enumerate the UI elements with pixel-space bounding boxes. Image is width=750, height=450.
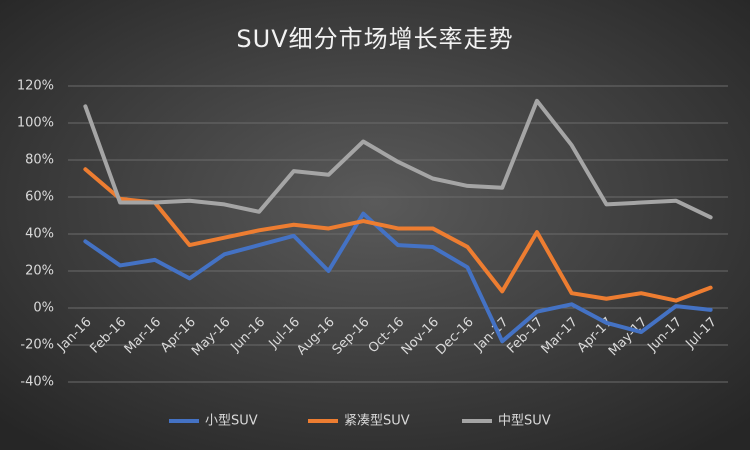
y-tick-label: 100% (17, 116, 54, 131)
chart-title: SUV细分市场增长率走势 (236, 25, 513, 53)
y-tick-label: 80% (25, 153, 54, 168)
series-line (83, 98, 713, 220)
legend-label: 中型SUV (498, 414, 551, 429)
y-tick-label: 40% (25, 227, 54, 242)
y-tick-label: 0% (33, 301, 54, 316)
y-tick-label: -40% (20, 375, 54, 390)
legend-label: 紧凑型SUV (344, 414, 410, 429)
series-line (83, 167, 713, 303)
y-tick-label: -20% (20, 338, 54, 353)
y-tick-label: 60% (25, 190, 54, 205)
series-line (83, 211, 713, 344)
legend-label: 小型SUV (205, 414, 258, 429)
y-tick-label: 120% (17, 79, 54, 94)
y-tick-label: 20% (25, 264, 54, 279)
